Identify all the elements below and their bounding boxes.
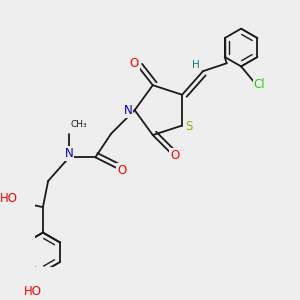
Text: CH₃: CH₃ — [70, 120, 87, 129]
Text: O: O — [117, 164, 126, 177]
Text: H: H — [192, 60, 200, 70]
Text: N: N — [124, 103, 133, 117]
Text: Cl: Cl — [254, 78, 265, 91]
Text: S: S — [185, 120, 192, 134]
Text: HO: HO — [0, 192, 18, 205]
Text: N: N — [65, 147, 74, 160]
Text: HO: HO — [24, 284, 42, 298]
Text: O: O — [170, 149, 179, 162]
Text: O: O — [130, 57, 139, 70]
